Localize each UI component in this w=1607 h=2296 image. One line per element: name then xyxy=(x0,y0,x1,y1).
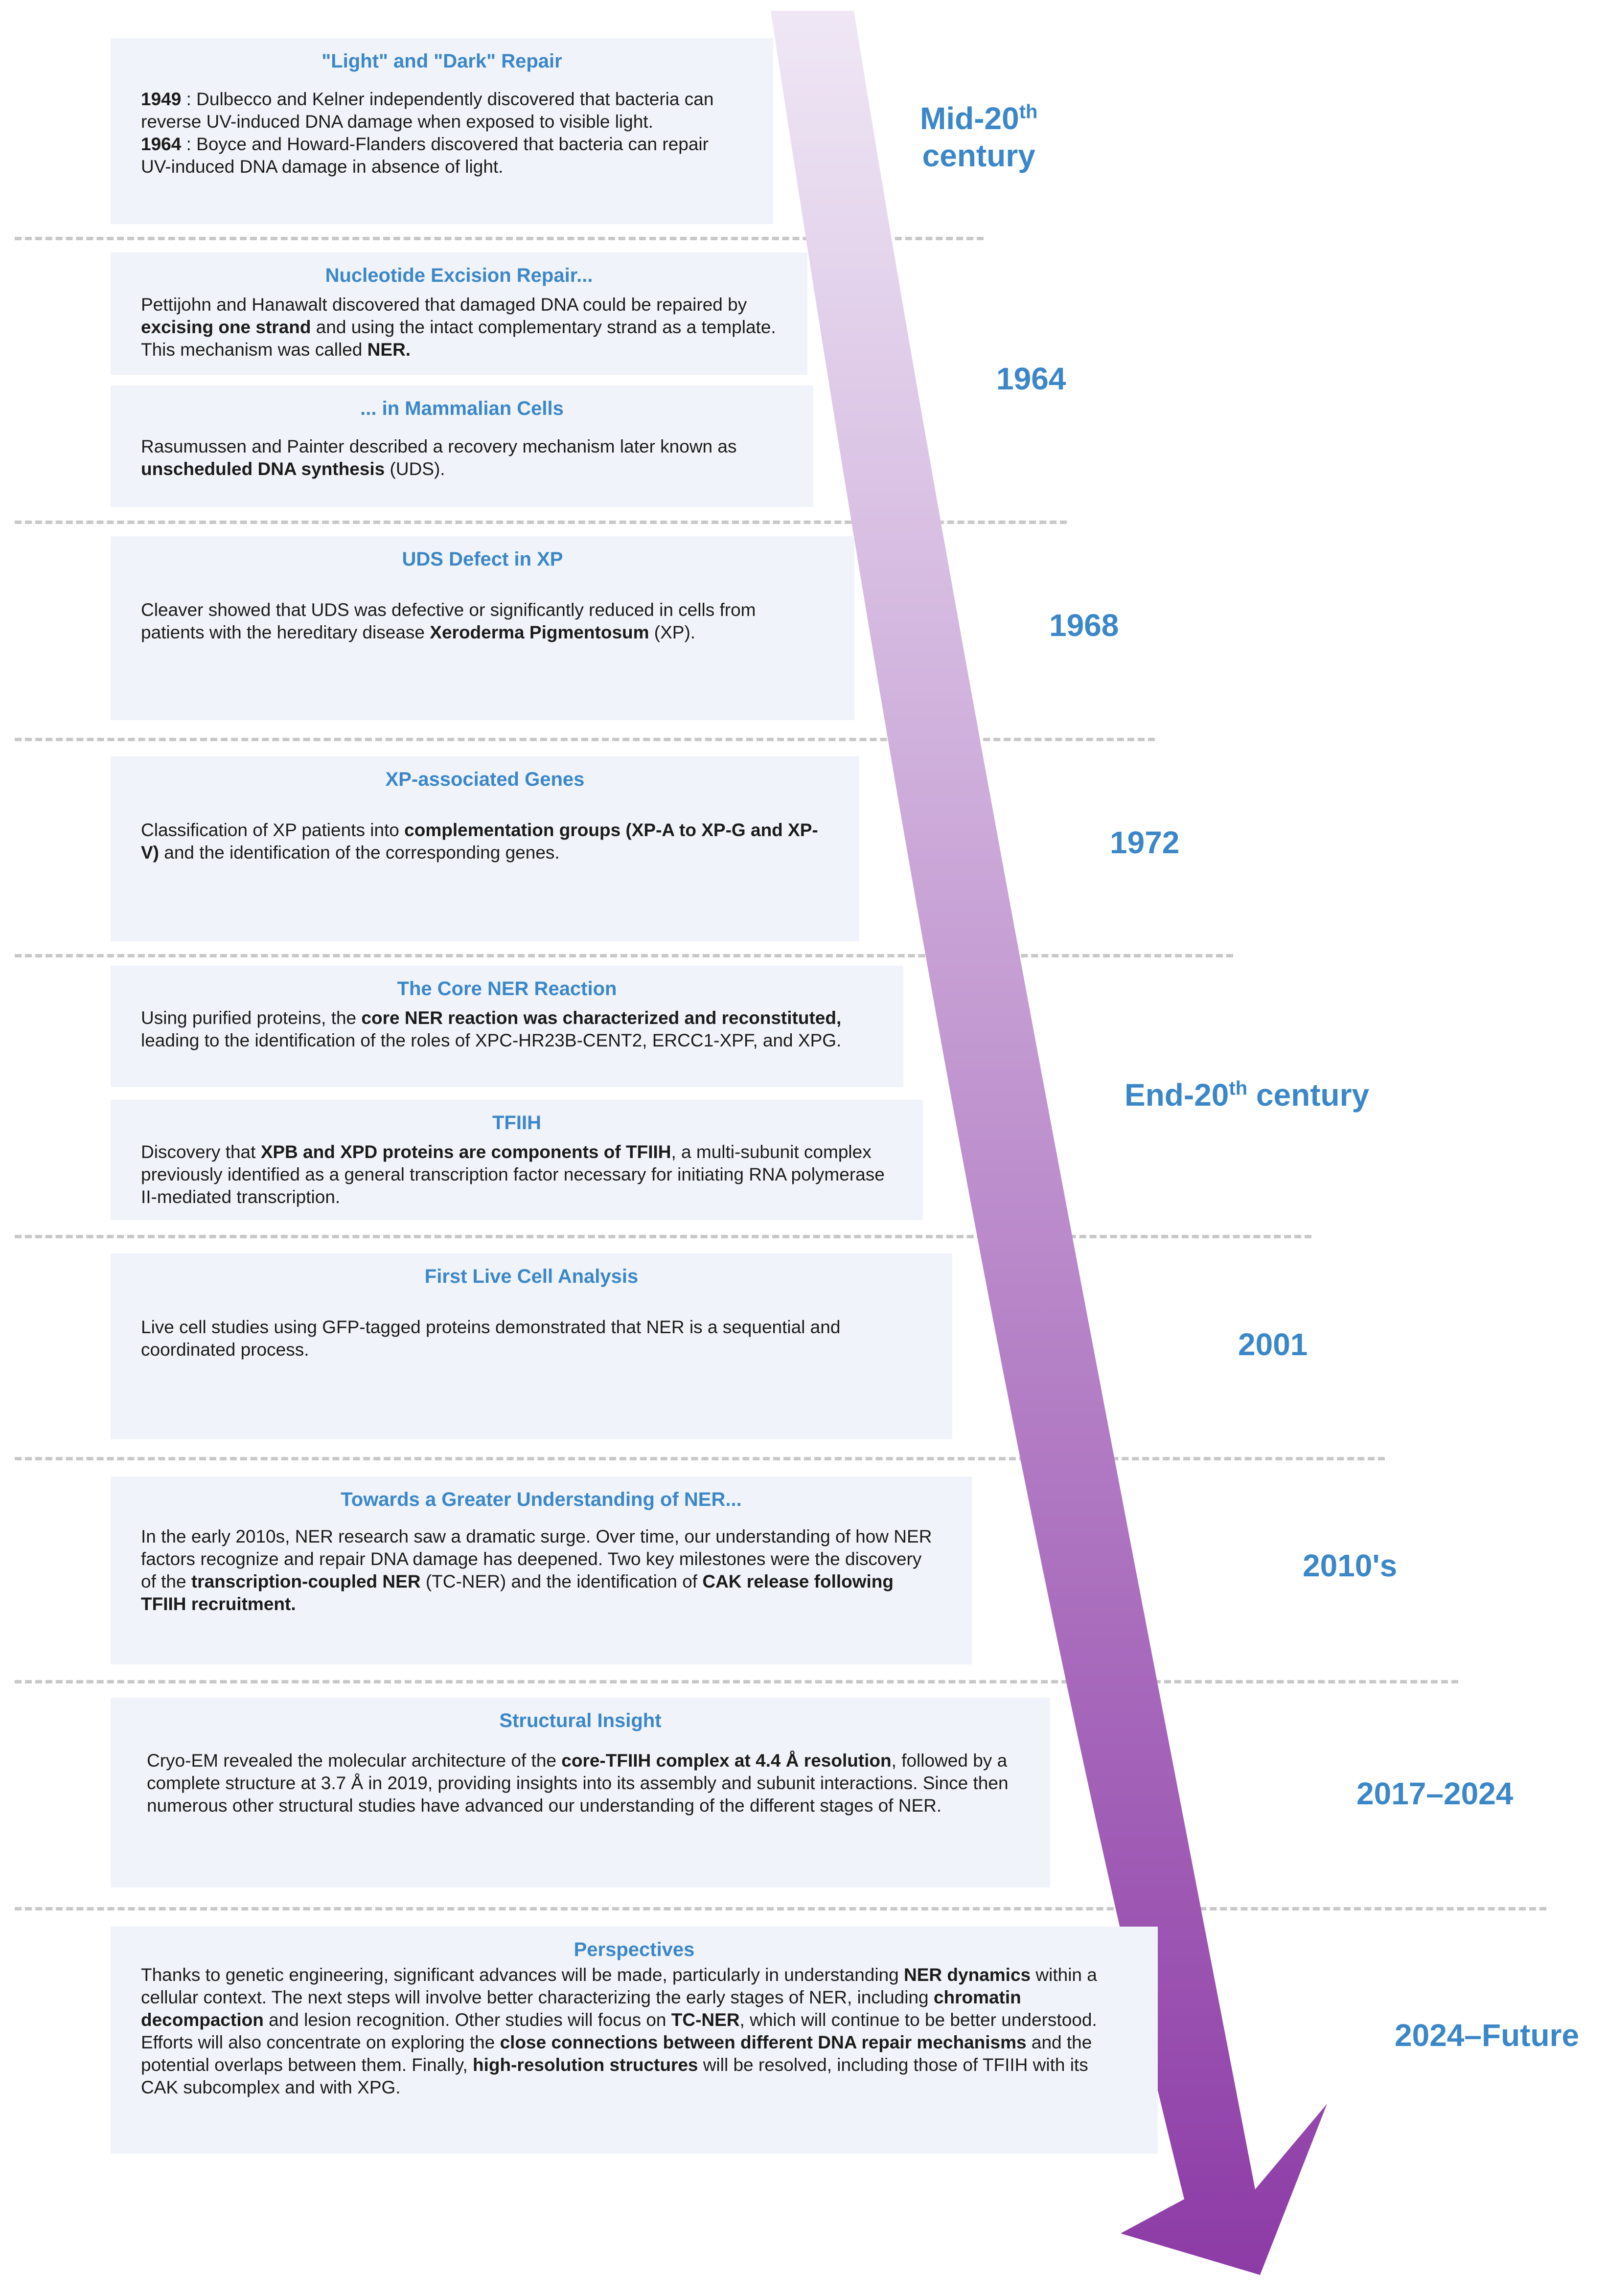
bold-text: chromatin decompaction xyxy=(141,1987,1021,2030)
box-body: Thanks to genetic engineering, significa… xyxy=(141,1964,1127,2099)
box-structural-insight: Structural Insight Cryo-EM revealed the … xyxy=(111,1698,1050,1887)
era-main: Mid-20 xyxy=(920,101,1019,136)
era-label-2010s: 2010's xyxy=(1303,1548,1398,1583)
divider-8 xyxy=(15,1907,1546,1910)
bold-text: NER. xyxy=(367,340,411,360)
box-title: ... in Mammalian Cells xyxy=(360,398,564,419)
bold-text: unscheduled DNA synthesis xyxy=(141,459,385,479)
bold-text: XPB and XPD proteins are components of T… xyxy=(260,1142,671,1162)
box-paragraph: Thanks to genetic engineering, significa… xyxy=(141,1965,1097,2097)
era-sup: th xyxy=(1019,101,1038,123)
box-paragraph: Pettijohn and Hanawalt discovered that d… xyxy=(141,295,776,360)
box-title: "Light" and "Dark" Repair xyxy=(321,50,562,72)
box-paragraph: 1964 : Boyce and Howard-Flanders discove… xyxy=(141,134,709,177)
box-body: Discovery that XPB and XPD proteins are … xyxy=(141,1141,893,1208)
era-label-1968: 1968 xyxy=(1049,608,1119,643)
box-title: The Core NER Reaction xyxy=(397,978,617,1000)
bold-text: NER dynamics xyxy=(904,1965,1031,1985)
bold-text: Xeroderma Pigmentosum xyxy=(430,622,649,642)
box-perspectives: Perspectives Thanks to genetic engineeri… xyxy=(111,1927,1158,2154)
bold-text: CAK release following TFIIH recruitment. xyxy=(141,1571,894,1614)
bold-text: close connections between different DNA … xyxy=(500,2032,1027,2052)
bold-text: excising one strand xyxy=(141,317,311,337)
era-main: End-20 xyxy=(1125,1077,1229,1113)
box-title: Towards a Greater Understanding of NER..… xyxy=(341,1489,742,1510)
box-body: Rasumussen and Painter described a recov… xyxy=(141,435,783,480)
era-sup: th xyxy=(1229,1077,1248,1099)
box-mammalian: ... in Mammalian Cells Rasumussen and Pa… xyxy=(111,386,813,507)
bold-text: core NER reaction was characterized and … xyxy=(361,1008,842,1028)
box-title: XP-associated Genes xyxy=(385,769,585,790)
box-title: TFIIH xyxy=(492,1112,541,1134)
bold-text: transcription-coupled NER xyxy=(191,1571,421,1591)
divider-6 xyxy=(15,1457,1385,1460)
box-title: Nucleotide Excision Repair... xyxy=(325,265,593,286)
era-label-1964: 1964 xyxy=(996,361,1066,396)
box-light-dark-repair: "Light" and "Dark" Repair 1949 : Dulbecc… xyxy=(111,38,773,224)
bold-text: high-resolution structures xyxy=(473,2055,698,2075)
era-label-end-20th-century: End-20th century xyxy=(1125,1076,1369,1114)
divider-2 xyxy=(15,521,1067,524)
box-paragraph: Cleaver showed that UDS was defective or… xyxy=(141,600,756,642)
box-paragraph: In the early 2010s, NER research saw a d… xyxy=(141,1526,932,1614)
box-core-ner: The Core NER Reaction Using purified pro… xyxy=(111,966,903,1087)
bold-text: 1964 xyxy=(141,134,182,154)
box-title: Structural Insight xyxy=(499,1710,662,1731)
box-xp-genes: XP-associated Genes Classification of XP… xyxy=(111,756,859,941)
box-paragraph: Live cell studies using GFP-tagged prote… xyxy=(141,1317,841,1360)
arrow-shape xyxy=(771,11,1327,2275)
divider-5 xyxy=(15,1235,1311,1238)
box-ner: Nucleotide Excision Repair... Pettijohn … xyxy=(111,252,807,375)
box-paragraph: Cryo-EM revealed the molecular architect… xyxy=(147,1750,1009,1816)
box-paragraph: Rasumussen and Painter described a recov… xyxy=(141,436,737,479)
box-body: Classification of XP patients into compl… xyxy=(141,819,829,864)
box-body: Cleaver showed that UDS was defective or… xyxy=(141,599,824,644)
era-label-2017-2024: 2017–2024 xyxy=(1356,1776,1514,1811)
era-label-2024-future: 2024–Future xyxy=(1395,2018,1580,2053)
box-body: 1949 : Dulbecco and Kelner independently… xyxy=(141,88,743,178)
divider-4 xyxy=(15,954,1233,957)
box-paragraph: 1949 : Dulbecco and Kelner independently… xyxy=(141,89,714,132)
box-body: Using purified proteins, the core NER re… xyxy=(141,1007,873,1052)
box-paragraph: Discovery that XPB and XPD proteins are … xyxy=(141,1142,885,1207)
era-rest: century xyxy=(922,138,1035,173)
box-body: Live cell studies using GFP-tagged prote… xyxy=(141,1316,922,1361)
box-title: First Live Cell Analysis xyxy=(424,1266,639,1287)
bold-text: complementation groups (XP-A to XP-G and… xyxy=(141,820,818,863)
box-paragraph: Using purified proteins, the core NER re… xyxy=(141,1008,842,1050)
bold-text: TC-NER xyxy=(671,2010,740,2030)
era-label-mid-20th-century: Mid-20th century xyxy=(920,100,1037,174)
box-tfiih: TFIIH Discovery that XPB and XPD protein… xyxy=(111,1100,923,1220)
box-live-cell: First Live Cell Analysis Live cell studi… xyxy=(111,1253,952,1439)
box-body: Pettijohn and Hanawalt discovered that d… xyxy=(141,294,777,361)
bold-text: 1949 xyxy=(141,89,182,109)
box-greater-understanding: Towards a Greater Understanding of NER..… xyxy=(111,1477,972,1664)
box-paragraph: Classification of XP patients into compl… xyxy=(141,820,818,863)
era-label-1972: 1972 xyxy=(1110,825,1180,860)
divider-7 xyxy=(15,1680,1458,1683)
box-body: Cryo-EM revealed the molecular architect… xyxy=(141,1750,1020,1817)
divider-1 xyxy=(15,237,984,240)
box-uds-xp: UDS Defect in XP Cleaver showed that UDS… xyxy=(111,536,854,720)
box-title: UDS Defect in XP xyxy=(402,548,563,570)
bold-text: core-TFIIH complex at 4.4 Å resolution xyxy=(561,1750,892,1771)
era-label-2001: 2001 xyxy=(1238,1327,1308,1362)
era-rest: century xyxy=(1247,1077,1370,1113)
box-body: In the early 2010s, NER research saw a d… xyxy=(141,1525,941,1615)
divider-3 xyxy=(15,738,1155,741)
box-title: Perspectives xyxy=(574,1939,695,1960)
